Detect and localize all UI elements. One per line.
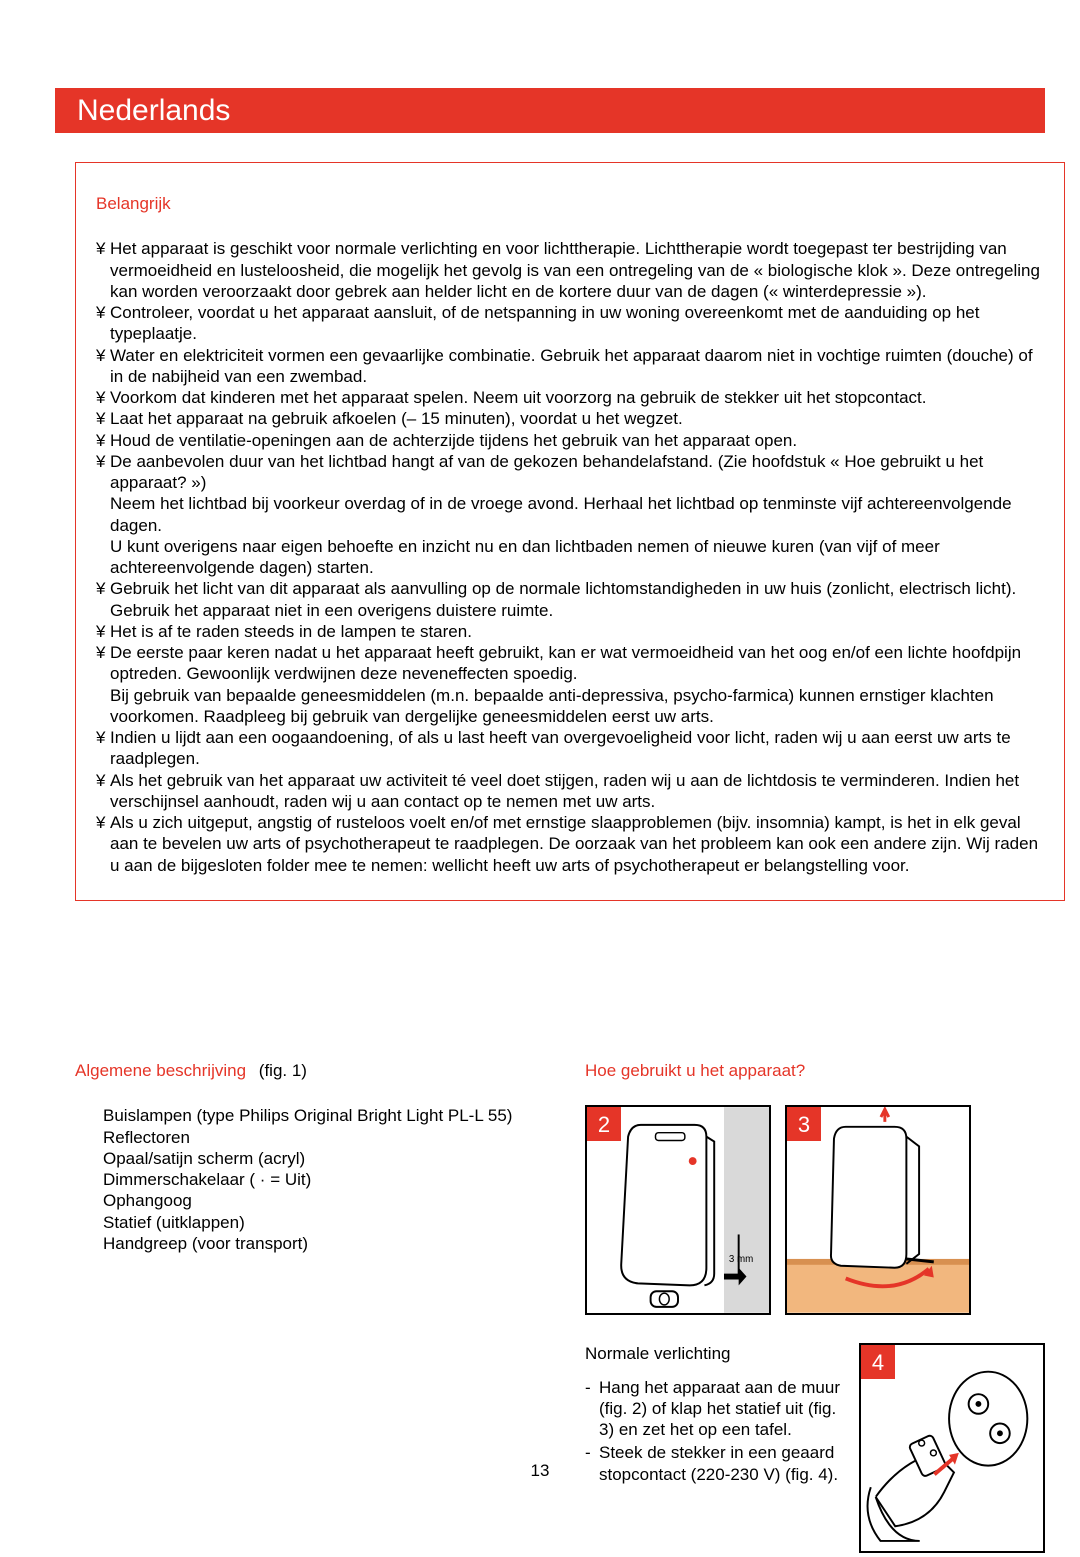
- figure-2-label: 3 mm: [729, 1254, 753, 1265]
- parts-list-item: Ophangoog: [103, 1190, 555, 1211]
- important-item: Water en elektriciteit vormen een gevaar…: [96, 345, 1044, 388]
- important-item: Als u zich uitgeput, angstig of rusteloo…: [96, 812, 1044, 876]
- usage-lower-row: Normale verlichting Hang het apparaat aa…: [585, 1343, 1065, 1553]
- important-heading: Belangrijk: [96, 193, 1044, 214]
- important-item: Gebruik het licht van dit apparaat als a…: [96, 578, 1044, 621]
- important-item: Als het gebruik van het apparaat uw acti…: [96, 770, 1044, 813]
- important-list: Het apparaat is geschikt voor normale ve…: [96, 238, 1044, 876]
- general-parts-list: Buislampen (type Philips Original Bright…: [75, 1105, 555, 1254]
- important-item: De aanbevolen duur van het lichtbad hang…: [96, 451, 1044, 579]
- important-item: Laat het apparaat na gebruik afkoelen (–…: [96, 408, 1044, 429]
- general-figref: (fig. 1): [259, 1061, 307, 1080]
- important-box: Belangrijk Het apparaat is geschikt voor…: [75, 162, 1065, 901]
- figure-row-top: 2 3 mm 3: [585, 1105, 1065, 1315]
- parts-list-item: Dimmerschakelaar ( · = Uit): [103, 1169, 555, 1190]
- important-item: Het is af te raden steeds in de lampen t…: [96, 621, 1044, 642]
- important-item: Controleer, voordat u het apparaat aansl…: [96, 302, 1044, 345]
- figure-3: 3: [785, 1105, 971, 1315]
- figure-2-badge: 2: [587, 1107, 621, 1141]
- important-item: Houd de ventilatie-openingen aan de acht…: [96, 430, 1044, 451]
- important-item: Voorkom dat kinderen met het apparaat sp…: [96, 387, 1044, 408]
- header-title: Nederlands: [77, 92, 230, 130]
- parts-list-item: Handgreep (voor transport): [103, 1233, 555, 1254]
- figure-4: 4: [859, 1343, 1045, 1553]
- parts-list-item: Statief (uitklappen): [103, 1212, 555, 1233]
- parts-list-item: Buislampen (type Philips Original Bright…: [103, 1105, 555, 1126]
- general-heading: Algemene beschrijving: [75, 1061, 246, 1080]
- figure-4-badge: 4: [861, 1345, 895, 1379]
- usage-heading: Hoe gebruikt u het apparaat?: [585, 1061, 805, 1080]
- header-bar: Nederlands: [55, 88, 1045, 133]
- important-item: Indien u lijdt aan een oogaandoening, of…: [96, 727, 1044, 770]
- parts-list-item: Opaal/satijn scherm (acryl): [103, 1148, 555, 1169]
- usage-step-item: Hang het apparaat aan de muur (fig. 2) o…: [585, 1377, 845, 1441]
- figure-2: 2 3 mm: [585, 1105, 771, 1315]
- page-number: 13: [0, 1460, 1080, 1481]
- figure-3-badge: 3: [787, 1107, 821, 1141]
- parts-list-item: Reflectoren: [103, 1127, 555, 1148]
- important-item: Het apparaat is geschikt voor normale ve…: [96, 238, 1044, 302]
- normal-lighting-heading: Normale verlichting: [585, 1343, 845, 1364]
- important-item: De eerste paar keren nadat u het apparaa…: [96, 642, 1044, 727]
- usage-text-block: Normale verlichting Hang het apparaat aa…: [585, 1343, 845, 1553]
